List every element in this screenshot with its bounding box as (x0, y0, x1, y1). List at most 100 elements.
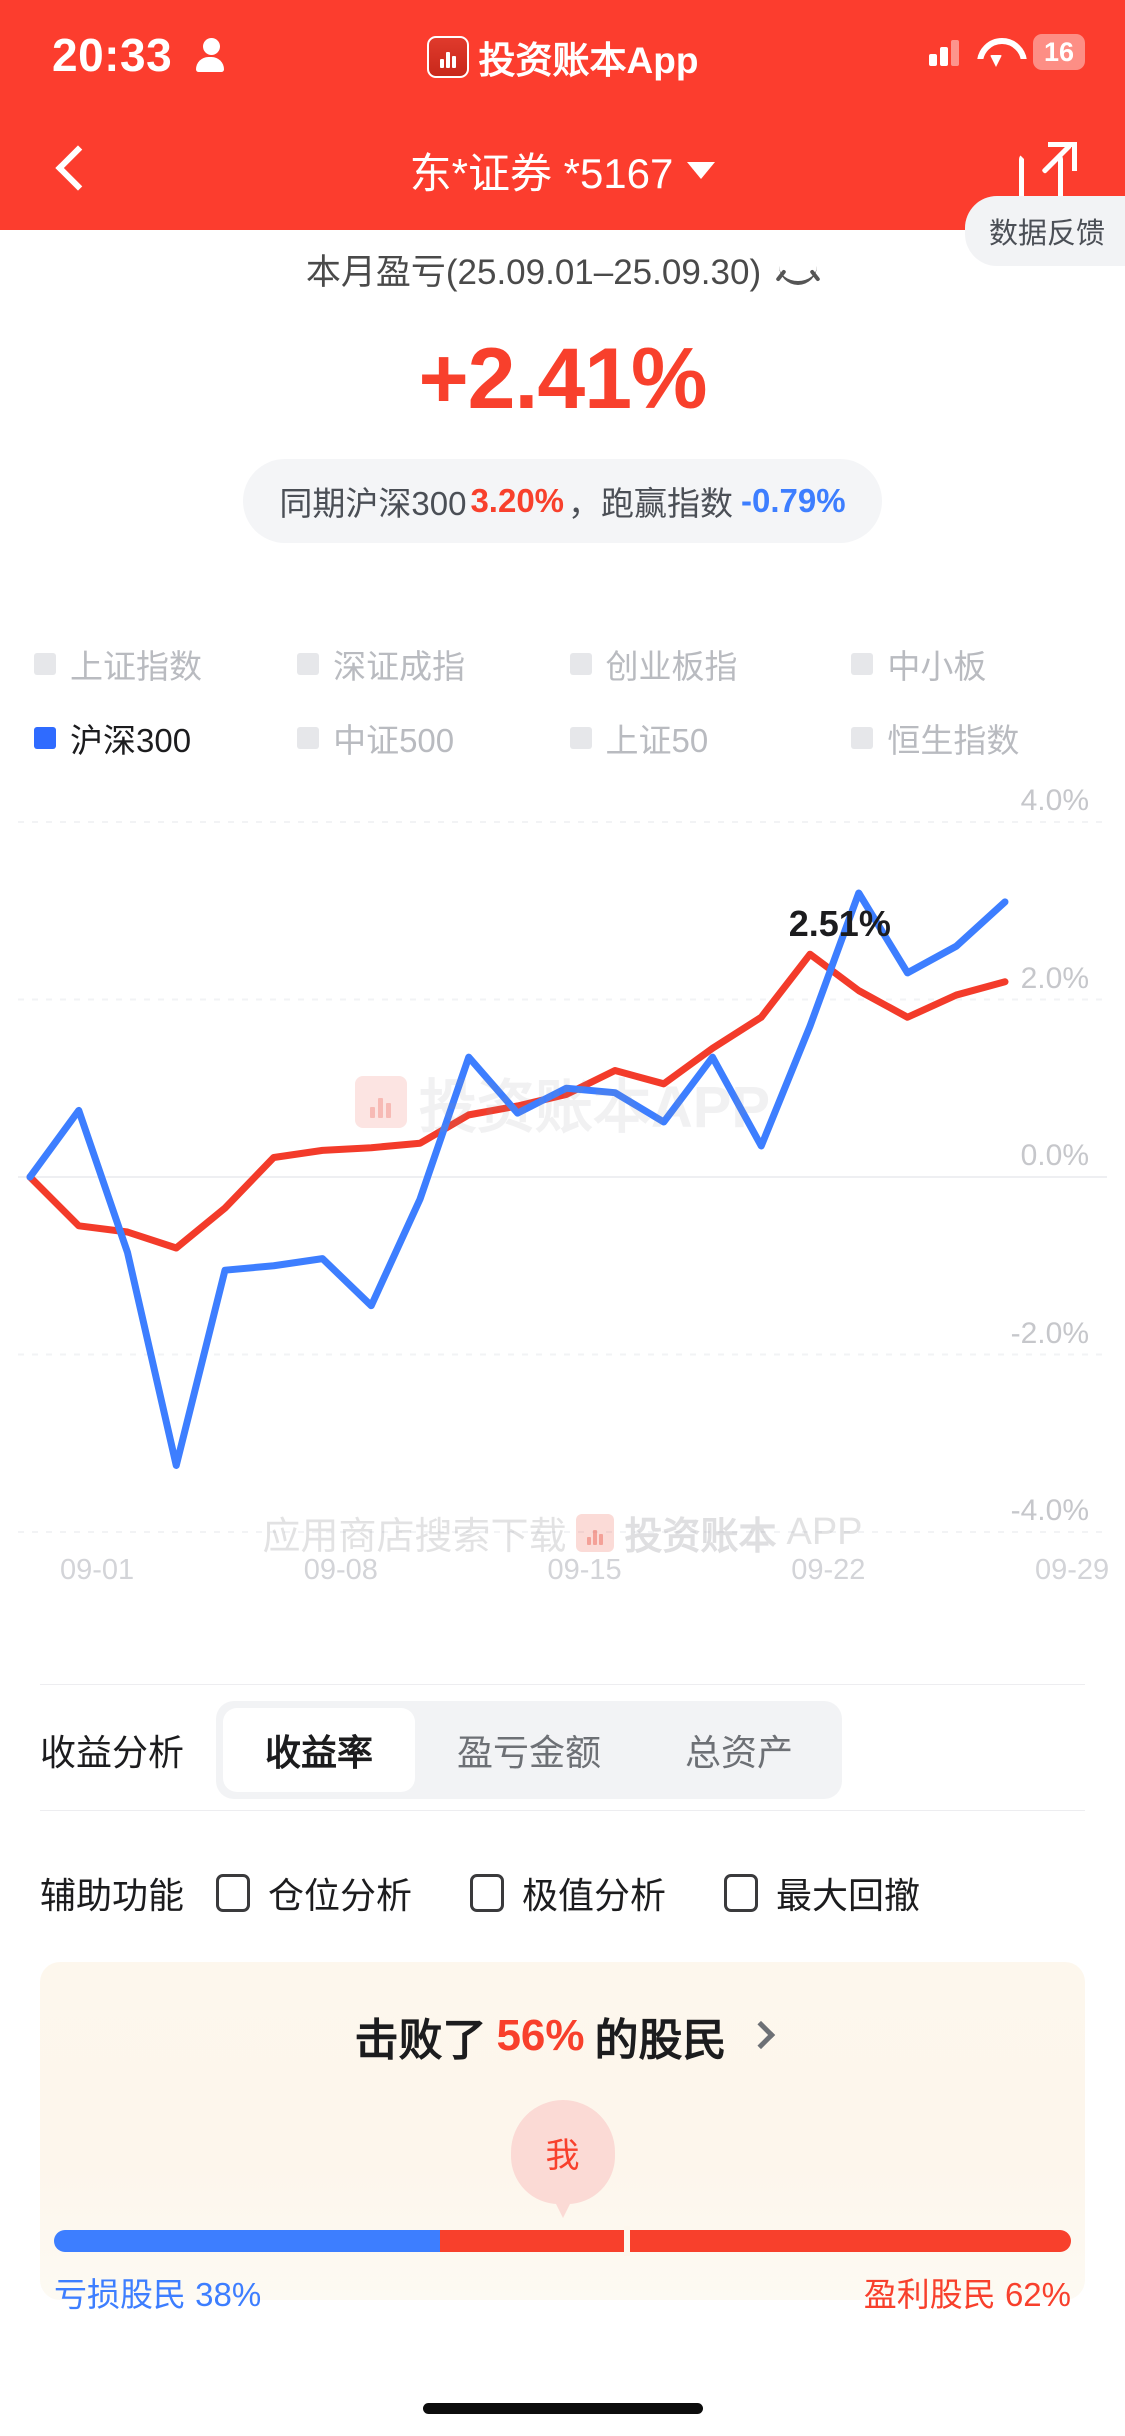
battery-icon: 16 (1033, 34, 1085, 70)
aux-option-1[interactable]: 仓位分析 (216, 1867, 412, 1919)
legend-swatch-icon (297, 653, 320, 675)
legend-item-3[interactable]: 创业板指 (569, 640, 852, 688)
aux-label: 辅助功能 (40, 1875, 185, 1916)
chart-x-tick: 09-15 (547, 1554, 622, 1586)
me-marker-label: 我 (545, 2136, 580, 2175)
me-marker: 我 (510, 2100, 615, 2204)
eye-closed-icon[interactable] (775, 255, 821, 285)
legend-swatch-icon (569, 727, 592, 749)
analysis-label: 收益分析 (40, 1732, 185, 1773)
app-logo-icon (426, 36, 469, 78)
legend-item-2[interactable]: 深证成指 (297, 640, 569, 688)
chart-canvas (18, 821, 1107, 1533)
checkbox-icon[interactable] (470, 1874, 505, 1912)
watermark-sub-logo-icon (576, 1513, 615, 1552)
tab-1[interactable]: 收益率 (223, 1708, 416, 1792)
legend-item-label: 中小板 (887, 648, 987, 685)
watermark-sub-prefix: 应用商店搜索下载 (262, 1516, 567, 1558)
tab-3[interactable]: 总资产 (685, 1732, 794, 1773)
chart-y-tick: 4.0% (1020, 784, 1089, 817)
legend-item-label: 创业板指 (605, 648, 738, 685)
status-bar: 20:33 投资账本App 16 (0, 0, 1125, 110)
analysis-tabs: 收益率 盈亏金额 总资产 (216, 1701, 843, 1799)
legend-item-1[interactable]: 沪深300 (34, 714, 297, 762)
period-label: 本月盈亏(25.09.01–25.09.30) (305, 252, 762, 292)
chart-y-tick: 0.0% (1020, 1139, 1089, 1172)
chevron-right-icon[interactable] (746, 2020, 775, 2050)
beat-card[interactable]: 击败了 56% 的股民 我 亏损股民 38% 盈利股民 62% (40, 1962, 1085, 2313)
legend-row-2: 沪深300 中证500 上证50 恒生指数 (34, 714, 1091, 762)
nav-title-label: 东*证券 *5167 (409, 150, 674, 197)
legend-row-1: 上证指数 深证成指 创业板指 中小板 (34, 640, 1091, 688)
aux-option-2[interactable]: 极值分析 (470, 1867, 666, 1919)
beat-percent: 56% (496, 2011, 585, 2060)
legend-item-label: 上证50 (605, 722, 709, 759)
chart-series-mine (26, 950, 1009, 1252)
legend-item-3[interactable]: 上证50 (569, 714, 852, 762)
app-name-label: 投资账本App (478, 40, 699, 81)
compare-middle-label: ，跑赢指数 (568, 485, 734, 522)
watermark-main: 投资账本APP (0, 1060, 1125, 1144)
tab-2[interactable]: 盈亏金额 (457, 1732, 602, 1773)
legend-swatch-icon (34, 653, 56, 675)
chart-y-tick: 2.0% (1020, 961, 1089, 995)
chart-y-tick: -2.0% (1010, 1316, 1089, 1350)
legend-item-label: 沪深300 (70, 722, 192, 759)
beat-title-prefix: 击败了 (354, 2016, 487, 2065)
aux-option-3[interactable]: 最大回撤 (724, 1867, 920, 1919)
aux-row: 辅助功能 仓位分析 极值分析 最大回撤 (0, 1838, 1125, 1948)
distribution-bar (54, 2226, 1071, 2256)
compare-pill: 同期沪深300 3.20% ，跑赢指数 -0.79% (243, 459, 882, 543)
legend-item-label: 深证成指 (333, 648, 466, 685)
legend-swatch-icon (851, 727, 874, 749)
status-bar-indicators: 16 (929, 34, 1085, 70)
chart-peak-annotation: 2.51% (788, 902, 891, 944)
loss-label: 亏损股民 38% (54, 2276, 262, 2313)
divider-top (40, 1684, 1085, 1685)
summary-section: 本月盈亏(25.09.01–25.09.30) +2.41% 同期沪深300 3… (0, 230, 1125, 543)
distribution-bar-marker (623, 2226, 630, 2256)
share-icon[interactable] (1019, 142, 1077, 202)
chart-x-tick: 09-01 (60, 1554, 135, 1586)
legend-item-4[interactable]: 中小板 (851, 640, 1091, 688)
checkbox-icon[interactable] (724, 1874, 759, 1912)
checkbox-icon[interactable] (216, 1874, 251, 1912)
legend-item-label: 恒生指数 (887, 722, 1020, 759)
chart-x-tick: 09-22 (791, 1554, 866, 1586)
legend-swatch-icon (34, 727, 56, 749)
watermark-sub-app: APP (786, 1511, 863, 1553)
page-title[interactable]: 东*证券 *5167 (0, 140, 1125, 201)
legend-item-1[interactable]: 上证指数 (34, 640, 297, 688)
nav-bar: 东*证券 *5167 (0, 110, 1125, 230)
profit-label: 盈利股民 62% (863, 2276, 1071, 2313)
distribution-labels: 亏损股民 38% 盈利股民 62% (54, 2268, 1071, 2316)
compare-row: 同期沪深300 3.20% ，跑赢指数 -0.79% (0, 459, 1125, 543)
period-row: 本月盈亏(25.09.01–25.09.30) (0, 230, 1125, 308)
chart-series-index (26, 889, 1009, 1469)
chart-x-tick: 09-08 (303, 1554, 378, 1586)
legend-swatch-icon (851, 653, 874, 675)
legend-item-4[interactable]: 恒生指数 (851, 714, 1091, 762)
home-indicator (422, 2403, 703, 2414)
watermark-logo-icon (354, 1076, 407, 1128)
divider-mid (40, 1810, 1085, 1811)
watermark-main-label: 投资账本APP (418, 1075, 771, 1140)
watermark-sub: 应用商店搜索下载 投资账本 APP (0, 1505, 1125, 1560)
wifi-icon (977, 38, 1015, 66)
status-bar-app: 投资账本App (0, 30, 1125, 84)
compare-excess-value: -0.79% (741, 482, 846, 519)
beat-title: 击败了 56% 的股民 (40, 2004, 1085, 2068)
cellular-signal-icon (929, 38, 959, 66)
chevron-down-icon (687, 162, 716, 179)
legend-swatch-icon (569, 653, 592, 675)
data-feedback-button[interactable]: 数据反馈 (964, 196, 1125, 266)
legend-item-label: 上证指数 (70, 648, 202, 685)
legend-item-2[interactable]: 中证500 (297, 714, 569, 762)
aux-option-label: 最大回撤 (776, 1875, 921, 1916)
chart-y-tick: -4.0% (1010, 1494, 1089, 1527)
beat-title-suffix: 的股民 (594, 2016, 727, 2065)
legend-swatch-icon (297, 727, 320, 749)
watermark-sub-brand: 投资账本 (624, 1516, 777, 1558)
compare-prefix-label: 同期沪深300 (279, 485, 467, 522)
performance-chart[interactable]: 4.0% 2.0% 0.0% -2.0% -4.0% 09-01 09-08 09-15 09-… (0, 782, 1125, 1586)
